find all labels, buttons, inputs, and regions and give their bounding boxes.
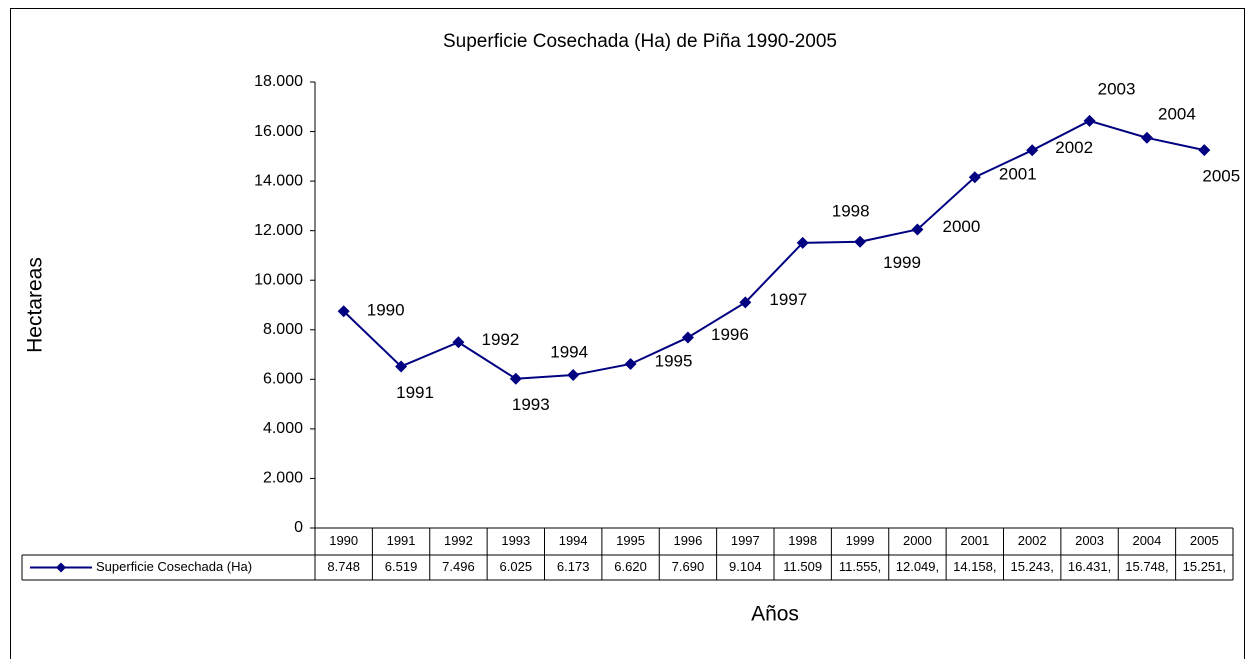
- marker: [509, 372, 522, 385]
- point-label: 1992: [482, 330, 520, 349]
- x-tick-label: 2003: [1075, 533, 1104, 548]
- x-tick-label: 2002: [1018, 533, 1047, 548]
- x-tick-label: 2005: [1190, 533, 1219, 548]
- x-tick-label: 1992: [444, 533, 473, 548]
- marker: [968, 171, 981, 184]
- table-value: 8.748: [327, 559, 360, 574]
- y-tick-label: 16.000: [254, 123, 303, 140]
- x-tick-label: 2004: [1132, 533, 1161, 548]
- point-label: 2000: [943, 217, 981, 236]
- marker: [337, 305, 350, 318]
- table-value: 7.496: [442, 559, 475, 574]
- x-tick-label: 1990: [329, 533, 358, 548]
- marker: [1083, 114, 1096, 127]
- point-label: 1999: [883, 253, 921, 272]
- point-label: 1998: [832, 201, 870, 220]
- y-tick-label: 10.000: [254, 271, 303, 288]
- x-tick-label: 2000: [903, 533, 932, 548]
- x-tick-label: 2001: [960, 533, 989, 548]
- point-label: 2002: [1055, 138, 1093, 157]
- marker: [796, 236, 809, 249]
- table-value: 9.104: [729, 559, 762, 574]
- y-axis-label: Hectareas: [24, 257, 47, 353]
- y-tick-label: 6.000: [263, 371, 303, 388]
- marker: [1198, 144, 1211, 157]
- chart-title: Superficie Cosechada (Ha) de Piña 1990-2…: [443, 31, 837, 52]
- point-label: 2001: [999, 165, 1037, 184]
- table-value: 14.158,: [953, 559, 996, 574]
- table-value: 6.620: [614, 559, 647, 574]
- x-tick-label: 1991: [387, 533, 416, 548]
- y-tick-label: 18.000: [254, 73, 303, 90]
- x-tick-label: 1995: [616, 533, 645, 548]
- point-label: 1997: [769, 290, 807, 309]
- point-label: 1993: [512, 395, 550, 414]
- point-label: 1991: [396, 383, 434, 402]
- table-value: 6.025: [500, 559, 533, 574]
- marker: [395, 360, 408, 373]
- y-tick-label: 4.000: [263, 420, 303, 437]
- table-value: 12.049,: [896, 559, 939, 574]
- marker: [739, 296, 752, 309]
- table-value: 6.173: [557, 559, 590, 574]
- table-value: 6.519: [385, 559, 418, 574]
- x-axis-label: Años: [751, 603, 799, 626]
- marker: [567, 369, 580, 382]
- series-line: [342, 119, 1205, 380]
- point-label: 1996: [711, 325, 749, 344]
- y-tick-label: 0: [294, 519, 303, 536]
- legend-marker: [56, 562, 66, 573]
- table-value: 11.555,: [839, 559, 881, 574]
- frame: [21, 527, 1234, 581]
- marker: [624, 357, 637, 370]
- point-label: 1994: [550, 343, 588, 362]
- x-tick-label: 1997: [731, 533, 760, 548]
- point-label: 1995: [655, 351, 693, 370]
- point-label: 2005: [1202, 167, 1240, 186]
- x-tick-label: 1993: [501, 533, 530, 548]
- x-tick-label: 1998: [788, 533, 817, 548]
- table-value: 7.690: [672, 559, 705, 574]
- y-tick-label: 14.000: [254, 172, 303, 189]
- point-label: 1990: [367, 301, 405, 320]
- table-value: 16.431,: [1068, 559, 1111, 574]
- point-label: 2003: [1098, 79, 1136, 98]
- marker: [854, 235, 867, 248]
- x-tick-label: 1999: [846, 533, 875, 548]
- x-tick-label: 1994: [559, 533, 588, 548]
- marker: [681, 331, 694, 344]
- x-tick-label: 1996: [673, 533, 702, 548]
- marker: [1026, 144, 1039, 157]
- y-tick-label: 8.000: [263, 321, 303, 338]
- marker: [452, 336, 465, 349]
- point-label: 2004: [1158, 104, 1196, 123]
- marker: [911, 223, 924, 236]
- table-value: 15.748,: [1125, 559, 1168, 574]
- table-value: 15.243,: [1011, 559, 1054, 574]
- table-value: 15.251,: [1183, 559, 1226, 574]
- marker: [1140, 131, 1153, 144]
- y-tick-label: 2.000: [263, 470, 303, 487]
- y-tick-label: 12.000: [254, 222, 303, 239]
- table-value: 11.509: [783, 559, 822, 574]
- legend-label: Superficie Cosechada (Ha): [96, 559, 252, 574]
